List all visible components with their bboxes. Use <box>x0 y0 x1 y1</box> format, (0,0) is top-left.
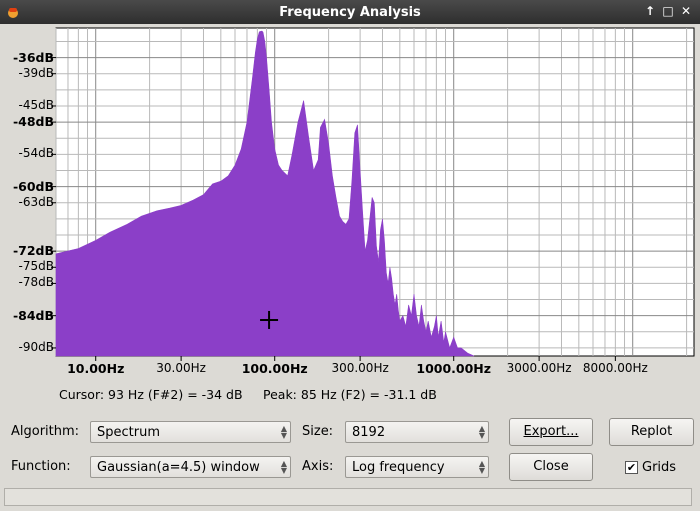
algorithm-value: Spectrum <box>97 425 160 440</box>
axis-label: Axis: <box>302 459 334 474</box>
replot-label: Replot <box>630 424 673 439</box>
size-label: Size: <box>302 424 334 439</box>
export-label: Export... <box>523 424 579 439</box>
replot-button[interactable]: Replot <box>609 418 694 446</box>
x-tick-label: 8000.00Hz <box>582 361 648 375</box>
spectrum-area <box>55 30 475 357</box>
x-tick-label: 300.00Hz <box>331 361 389 375</box>
function-label: Function: <box>11 459 71 474</box>
close-window-icon[interactable]: ✕ <box>680 4 692 18</box>
maximize-icon[interactable]: □ <box>662 4 674 18</box>
y-tick-label: -45dB <box>18 97 54 112</box>
status-bar <box>4 488 692 506</box>
function-select[interactable]: Gaussian(a=4.5) window ▲ ▼ <box>90 456 291 478</box>
x-tick-label: 1000.00Hz <box>416 361 492 376</box>
y-tick-label: -39dB <box>18 65 54 80</box>
algorithm-select[interactable]: Spectrum ▲ ▼ <box>90 421 291 443</box>
spinner-arrows-icon: ▲ ▼ <box>478 424 485 440</box>
y-tick-label: -72dB <box>12 243 54 259</box>
y-tick-label: -75dB <box>18 259 54 274</box>
axis-value: Log frequency <box>352 460 445 475</box>
axis-select[interactable]: Log frequency ▲ ▼ <box>345 456 489 478</box>
spectrum-chart[interactable] <box>0 24 700 384</box>
spinner-arrows-icon: ▲ ▼ <box>280 459 287 475</box>
spinner-arrows-icon: ▲ ▼ <box>478 459 485 475</box>
close-label: Close <box>533 459 569 474</box>
x-tick-label: 30.00Hz <box>156 361 206 375</box>
cursor-readout: Cursor: 93 Hz (F#2) = -34 dB <box>59 387 243 402</box>
y-tick-label: -54dB <box>18 146 54 161</box>
window-title: Frequency Analysis <box>279 5 421 20</box>
y-tick-label: -60dB <box>12 178 54 194</box>
y-tick-label: -48dB <box>12 114 54 130</box>
title-bar: Frequency Analysis ↑ □ ✕ <box>0 0 700 24</box>
spectrum-plot[interactable] <box>0 24 700 384</box>
y-tick-label: -78dB <box>18 275 54 290</box>
x-tick-label: 3000.00Hz <box>506 361 572 375</box>
size-select[interactable]: 8192 ▲ ▼ <box>345 421 489 443</box>
check-icon: ✔ <box>626 461 637 474</box>
grids-label[interactable]: Grids <box>642 460 677 475</box>
y-tick-label: -63dB <box>18 194 54 209</box>
close-button[interactable]: Close <box>509 453 593 481</box>
grids-checkbox[interactable]: ✔ <box>625 461 638 474</box>
spinner-arrows-icon: ▲ ▼ <box>280 424 287 440</box>
algorithm-label: Algorithm: <box>11 424 80 439</box>
y-tick-label: -90dB <box>18 339 54 354</box>
function-value: Gaussian(a=4.5) window <box>97 460 260 475</box>
size-value: 8192 <box>352 425 386 440</box>
export-button[interactable]: Export... <box>509 418 593 446</box>
y-tick-label: -36dB <box>12 49 54 65</box>
audacity-app-icon <box>8 8 18 18</box>
peak-readout: Peak: 85 Hz (F2) = -31.1 dB <box>263 387 437 402</box>
x-tick-label: 100.00Hz <box>241 361 308 376</box>
window-up-icon[interactable]: ↑ <box>644 4 656 18</box>
x-tick-label: 10.00Hz <box>67 361 125 376</box>
y-tick-label: -84dB <box>12 307 54 323</box>
